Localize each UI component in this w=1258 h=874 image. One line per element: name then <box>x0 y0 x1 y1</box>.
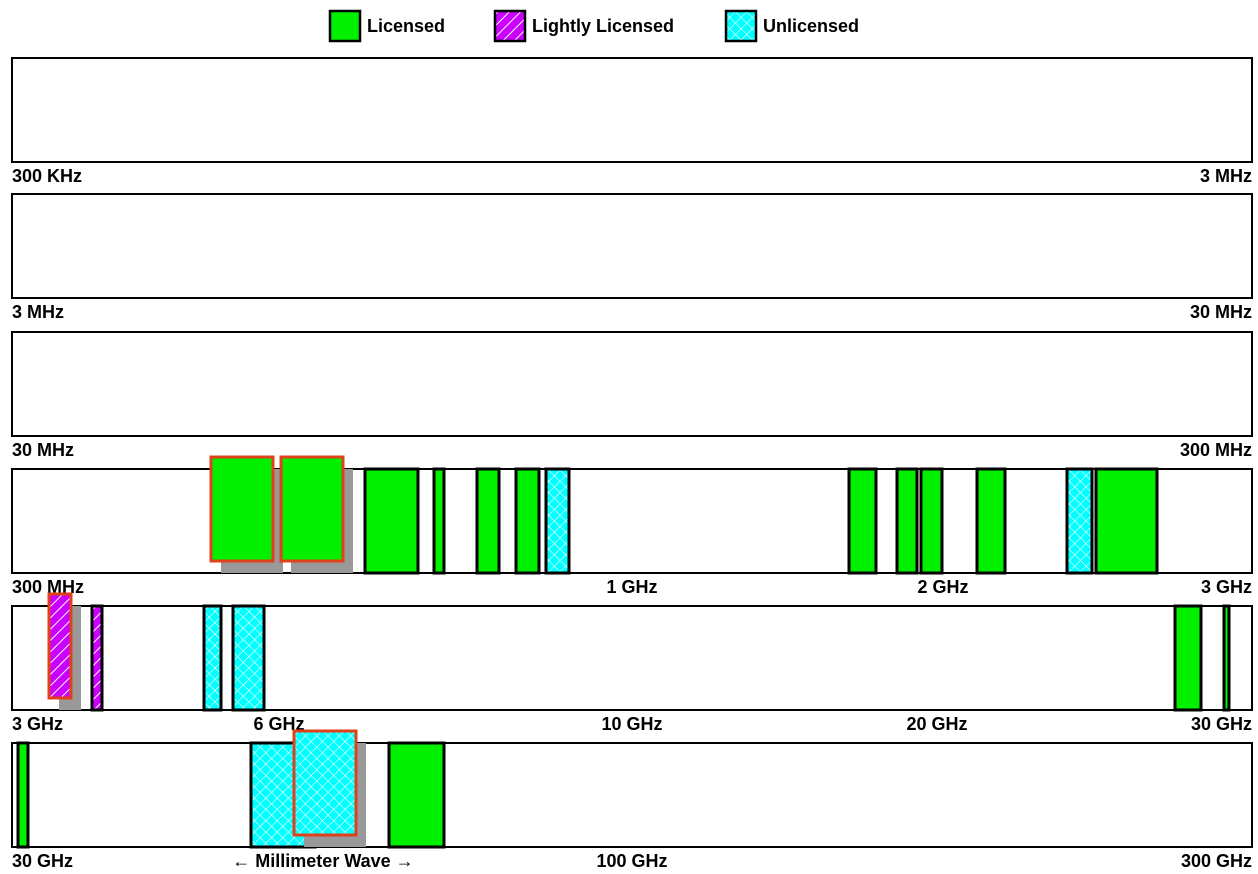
tick-label: 2 GHz <box>917 577 968 597</box>
tick-label: 3 MHz <box>12 302 64 322</box>
band <box>387 741 446 849</box>
band <box>202 604 223 712</box>
tick-label: 30 GHz <box>12 851 73 871</box>
tick-label: 30 MHz <box>1190 302 1252 322</box>
band <box>432 467 446 575</box>
tick-label: 30 MHz <box>12 440 74 460</box>
legend-label: Lightly Licensed <box>532 16 674 36</box>
band <box>363 467 420 575</box>
legend-swatch <box>328 9 362 43</box>
tick-label: 300 KHz <box>12 166 82 186</box>
band-row <box>11 605 1253 711</box>
band-row <box>11 193 1253 299</box>
band <box>209 455 275 563</box>
band <box>919 467 944 575</box>
tick-label: 300 GHz <box>1181 851 1252 871</box>
band <box>279 455 345 563</box>
tick-label: 300 MHz <box>1180 440 1252 460</box>
band <box>231 604 266 712</box>
tick-label: 100 GHz <box>596 851 667 871</box>
tick-label: ← Millimeter Wave → <box>232 851 413 871</box>
tick-label: 10 GHz <box>601 714 662 734</box>
band <box>1173 604 1203 712</box>
band <box>514 467 541 575</box>
tick-label: 3 GHz <box>12 714 63 734</box>
band <box>292 729 358 837</box>
band <box>1094 467 1159 575</box>
tick-label: 1 GHz <box>606 577 657 597</box>
legend-label: Licensed <box>367 16 445 36</box>
band <box>975 467 1007 575</box>
band-row <box>11 57 1253 163</box>
legend-swatch <box>724 9 758 43</box>
band <box>47 592 73 700</box>
band <box>90 604 104 712</box>
band <box>847 467 878 575</box>
band-row <box>11 742 1253 848</box>
band <box>16 741 30 849</box>
legend-swatch <box>493 9 527 43</box>
band <box>1065 467 1094 575</box>
band <box>544 467 571 575</box>
tick-label: 3 MHz <box>1200 166 1252 186</box>
tick-label: 3 GHz <box>1201 577 1252 597</box>
tick-label: 30 GHz <box>1191 714 1252 734</box>
band <box>895 467 919 575</box>
tick-label: 300 MHz <box>12 577 84 597</box>
band-row <box>11 331 1253 437</box>
tick-label: 6 GHz <box>253 714 304 734</box>
band <box>1222 604 1231 712</box>
tick-label: 20 GHz <box>906 714 967 734</box>
band <box>475 467 501 575</box>
legend-label: Unlicensed <box>763 16 859 36</box>
